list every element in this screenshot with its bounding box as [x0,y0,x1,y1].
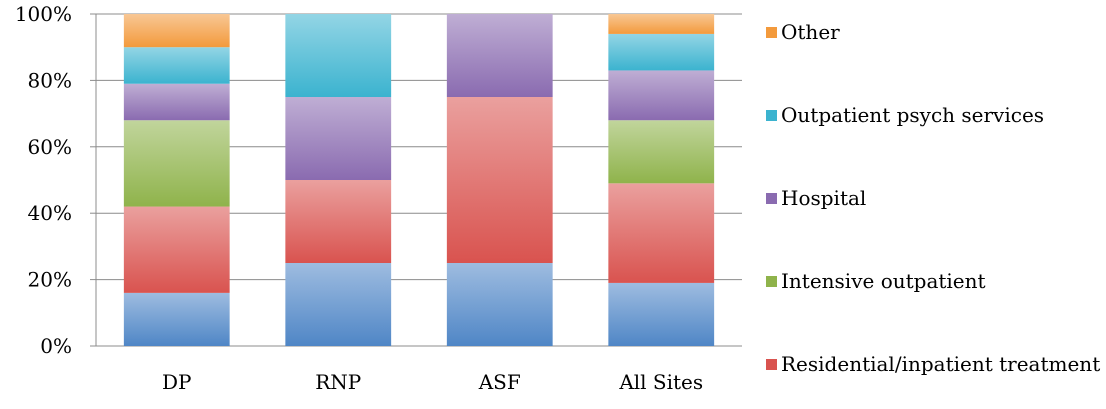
legend-label-other: Other [781,20,840,44]
legend-item-intensive-outpatient: Intensive outpatient [766,267,1101,295]
bar-segment [123,292,230,346]
bar-segment [123,206,230,293]
legend-swatch-other [766,27,777,38]
y-tick-label: 40% [28,201,72,225]
x-tick-label: All Sites [618,370,703,394]
axes: 0% 20% 40% 60% 80% 100% DP RNP ASF All Sites [15,2,703,394]
legend-item-other: Other [766,18,1101,46]
legend-swatch-outpatient-psych [766,110,777,121]
bar-segment [123,14,230,48]
x-tick-label: ASF [478,370,521,394]
bar-segment [285,263,392,346]
bar-segment [446,263,553,346]
legend-label-intensive-outpatient: Intensive outpatient [781,269,986,293]
y-tick-label: 20% [28,268,72,292]
bar-segment [608,70,715,121]
bar-segment [123,47,230,84]
bar-segment [608,183,715,283]
bar-segment [446,14,553,97]
bars [123,14,715,346]
bar-segment [608,282,715,346]
stacked-bar-chart: 0% 20% 40% 60% 80% 100% DP RNP ASF All Sites [15,2,742,394]
bar-segment [285,180,392,263]
legend-item-residential: Residential/inpatient treatment [766,350,1101,378]
x-tick-label: DP [162,370,192,394]
bar-segment [608,120,715,184]
legend-swatch-intensive-outpatient [766,276,777,287]
legend-label-outpatient-psych: Outpatient psych services [781,103,1045,127]
y-tick-label: 60% [28,135,72,159]
bar-segment [285,14,392,97]
legend-swatch-hospital [766,193,777,204]
legend: Other Outpatient psych services Hospital… [766,0,1106,409]
bar-segment [123,83,230,121]
x-tick-label: RNP [315,370,361,394]
legend-label-residential: Residential/inpatient treatment [781,352,1101,376]
legend-swatch-residential [766,359,777,370]
bar-segment [285,97,392,180]
bar-segment [123,120,230,207]
bar-segment [446,97,553,263]
y-tick-label: 80% [28,68,72,92]
y-tick-label: 100% [15,2,72,26]
legend-label-hospital: Hospital [781,186,867,210]
bar-segment [608,14,715,34]
legend-item-hospital: Hospital [766,184,1101,212]
y-tick-label: 0% [40,334,72,358]
legend-item-outpatient-psych: Outpatient psych services [766,101,1101,129]
bar-segment [608,33,715,71]
